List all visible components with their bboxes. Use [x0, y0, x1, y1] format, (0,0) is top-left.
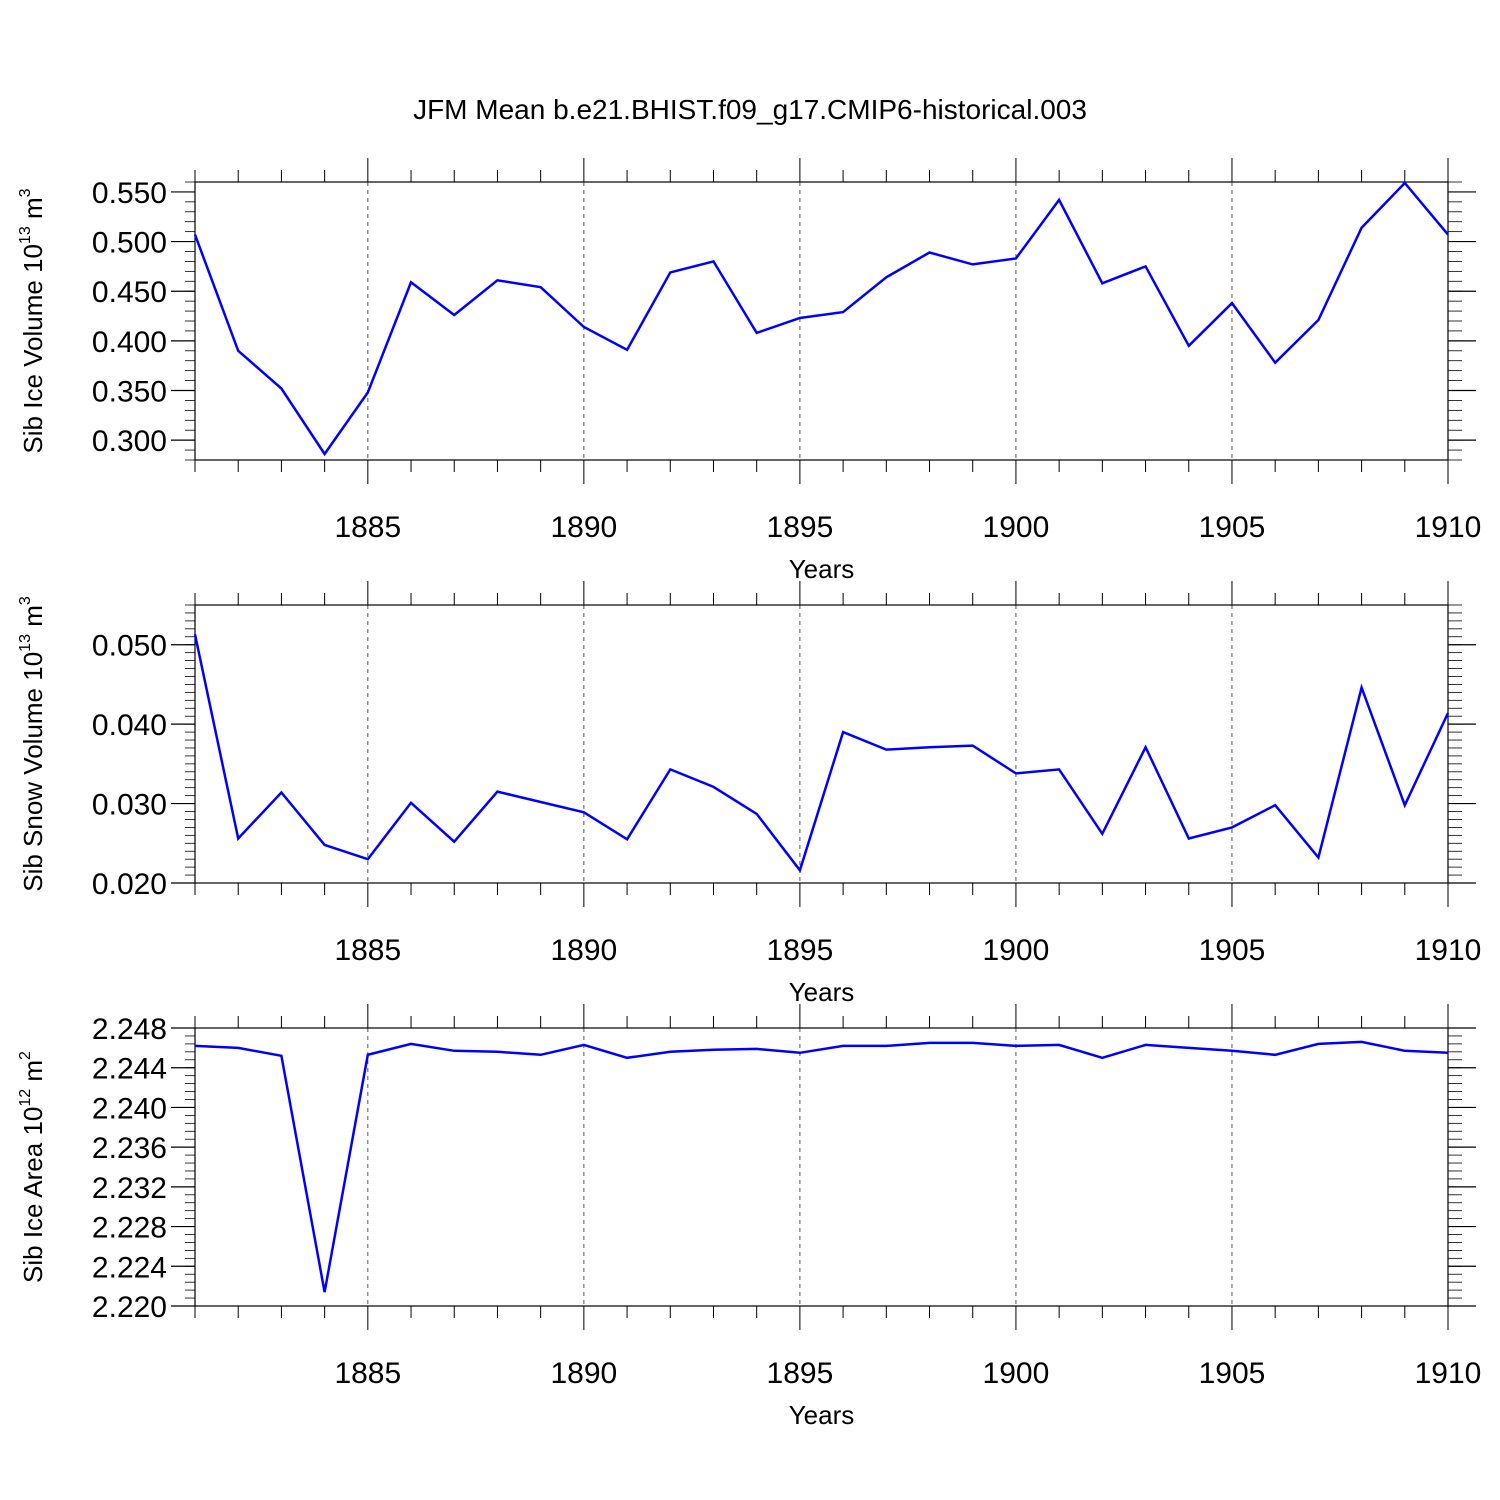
series-line-1 [193, 181, 1449, 457]
plot-frame [194, 181, 1449, 461]
y-tick-label: 2.240 [92, 1092, 167, 1125]
y-tick-label: 0.030 [92, 789, 167, 822]
x-tick-label: 1905 [1199, 1357, 1266, 1390]
y-tick-label: 0.050 [92, 630, 167, 663]
plot-frame [194, 604, 1449, 884]
x-tick-label: 1905 [1199, 511, 1266, 544]
figure-title: JFM Mean b.e21.BHIST.f09_g17.CMIP6-histo… [413, 94, 1087, 125]
x-tick-label: 1900 [983, 1357, 1050, 1390]
x-tick-label: 1910 [1415, 1357, 1482, 1390]
x-tick-label: 1900 [983, 511, 1050, 544]
y-tick-label: 2.244 [92, 1053, 167, 1086]
x-tick-label: 1895 [767, 934, 834, 967]
x-tick-label: 1900 [983, 934, 1050, 967]
y-tick-label: 2.224 [92, 1251, 167, 1284]
y-tick-label: 0.040 [92, 709, 167, 742]
x-tick-label: 1895 [767, 511, 834, 544]
panels: 0.300 0.350 0.400 0.450 0.500 0.550 1885 1890 18… [17, 158, 1481, 1430]
plot-frame [194, 1027, 1449, 1307]
y-tick-label: 0.300 [92, 425, 167, 458]
x-tick-label: 1885 [334, 511, 401, 544]
y-tick-label: 0.450 [92, 276, 167, 309]
y-tick-label: 2.220 [92, 1291, 167, 1324]
x-tick-label: 1890 [550, 934, 617, 967]
panel-3: 2.220 2.224 2.228 2.232 2.236 2.240 2.244 2.248… [17, 1004, 1481, 1430]
x-tick-label: 1905 [1199, 934, 1266, 967]
y-axis-title: Sib Ice Area 1012 m2 [17, 1051, 48, 1283]
x-axis-title: Years [789, 1400, 855, 1430]
y-tick-label: 2.248 [92, 1013, 167, 1046]
panel-1: 0.300 0.350 0.400 0.450 0.500 0.550 1885 1890 18… [17, 158, 1481, 584]
series-line-3 [194, 1040, 1449, 1293]
x-tick-label: 1890 [550, 511, 617, 544]
x-tick-label: 1885 [334, 1357, 401, 1390]
y-tick-label: 2.228 [92, 1212, 167, 1245]
x-tick-label: 1890 [550, 1357, 617, 1390]
y-tick-label: 2.236 [92, 1132, 167, 1165]
y-tick-label: 0.400 [92, 326, 167, 359]
y-tick-label: 0.550 [92, 177, 167, 210]
x-axis-title: Years [789, 554, 855, 584]
y-tick-label: 0.020 [92, 868, 167, 901]
panel-2: 0.020 0.030 0.040 0.050 1885 1890 1895 1900 1905… [17, 581, 1481, 1007]
y-tick-label: 0.500 [92, 227, 167, 260]
x-axis-title: Years [789, 977, 855, 1007]
y-tick-label: 2.232 [92, 1172, 167, 1205]
x-tick-label: 1895 [767, 1357, 834, 1390]
x-tick-label: 1910 [1415, 511, 1482, 544]
y-axis-title: Sib Snow Volume 1013 m3 [17, 596, 48, 892]
series-line-2 [193, 634, 1450, 873]
y-axis-title: Sib Ice Volume 1013 m3 [17, 188, 48, 453]
y-tick-label: 0.350 [92, 376, 167, 409]
x-tick-label: 1885 [334, 934, 401, 967]
x-tick-label: 1910 [1415, 934, 1482, 967]
